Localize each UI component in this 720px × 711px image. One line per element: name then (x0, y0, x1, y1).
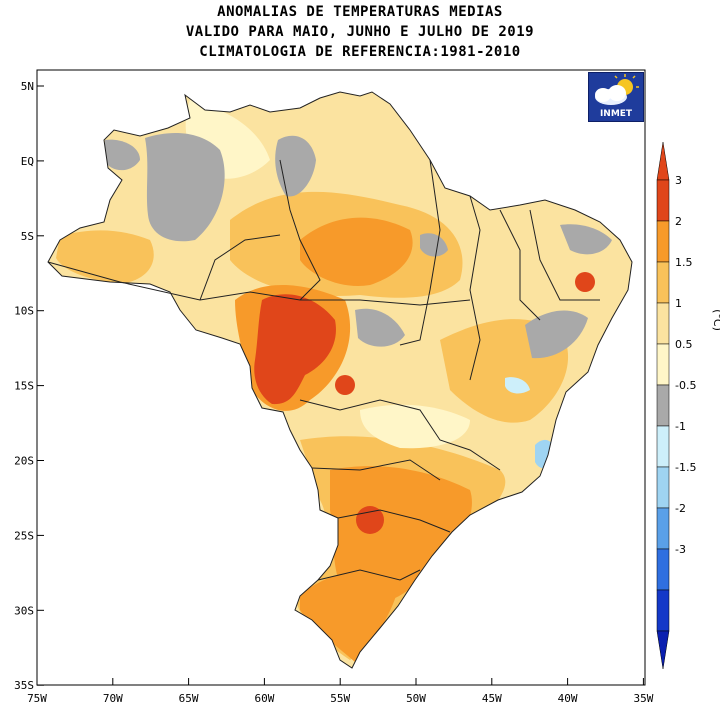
anomaly-zone-pale-center (360, 404, 470, 449)
lat-tick-label: 20S (14, 455, 34, 468)
colorbar-bin (656, 261, 670, 304)
map-title-line-2: VALIDO PARA MAIO, JUNHO E JULHO DE 2019 (185, 24, 535, 40)
political-borders (47, 91, 633, 669)
colorbar-bottom-arrow (656, 630, 670, 670)
colorbar-bin (656, 466, 670, 509)
colorbar-tick-label: -0.5 (675, 379, 696, 392)
lon-tick-label: 70W (103, 692, 123, 705)
colorbar-bin (656, 220, 670, 263)
inmet-logo: INMET (588, 72, 644, 122)
state-border-5 (299, 399, 501, 471)
lon-tick-label: 65W (179, 692, 199, 705)
lon-tick-label: 45W (482, 692, 502, 705)
colorbar-unit: (°C) (711, 309, 720, 331)
anomaly-zone-orange-rs (300, 571, 400, 662)
state-border-10 (499, 209, 541, 321)
lon-tick-label: 55W (330, 692, 350, 705)
anomaly-zone-orange-south-deep (330, 466, 472, 604)
colorbar-bin (656, 548, 670, 591)
lat-tick-label: 25S (14, 529, 34, 542)
lat-tick-label: 35S (14, 679, 34, 692)
state-border-7 (337, 509, 451, 533)
colorbar-bin (656, 384, 670, 427)
longitude-axis: 75W 70W 65W 60W 55W 50W 45W 40W 35W (27, 678, 654, 705)
logo-label: INMET (599, 109, 633, 119)
state-border-9 (529, 209, 600, 301)
lat-tick-label: 30S (14, 604, 34, 617)
colorbar-tick-label: 0.5 (675, 338, 693, 351)
lat-tick-label: 15S (14, 380, 34, 393)
map-title-line-1: ANOMALIAS DE TEMPERATURAS MEDIAS (217, 4, 503, 20)
colorbar-tick-label: -1 (675, 420, 686, 433)
anomaly-zone-gray-roraima (275, 135, 316, 197)
state-border-1 (47, 261, 471, 306)
anomaly-zone-gray-northwest (104, 139, 140, 171)
colorbar-tick-label: -3 (675, 543, 686, 556)
state-border-8 (317, 569, 421, 581)
colorbar-bin (656, 507, 670, 550)
latitude-axis: 5N EQ 5S 10S 15S 20S 25S 30S 35S (14, 80, 44, 692)
colorbar-tick-label: 1.5 (675, 256, 693, 269)
anomaly-zone-red-mt (254, 294, 336, 405)
colorbar-tick-label: 2 (675, 215, 682, 228)
anomaly-zone-orange-amazon (300, 217, 413, 286)
colorbar-bin (656, 343, 670, 386)
colorbar: 3 2 1.5 1 0.5 -0.5 -1 -1.5 -2 -3 (656, 141, 696, 670)
lon-tick-label: 75W (27, 692, 47, 705)
state-border-11 (199, 234, 281, 301)
state-border-6 (311, 459, 441, 481)
anomaly-zone-blue-ba (505, 377, 530, 394)
colorbar-tick-label: -2 (675, 502, 686, 515)
anomaly-zone-gray-para (420, 233, 448, 257)
colorbar-bin (656, 302, 670, 345)
colorbar-top-arrow (656, 141, 670, 181)
colorbar-tick-label: 3 (675, 174, 682, 187)
lat-tick-label: 5S (21, 230, 34, 243)
anomaly-spot-red-go (335, 375, 355, 395)
lat-tick-label: 5N (21, 80, 34, 93)
colorbar-tick-label: -1.5 (675, 461, 696, 474)
anomaly-zone-gray-amazon-nw (145, 133, 225, 242)
cloud-sun-icon (595, 74, 639, 105)
map-title-line-3: CLIMATOLOGIA DE REFERENCIA:1981-2010 (199, 44, 521, 60)
colorbar-bin (656, 589, 670, 632)
state-border-2 (279, 159, 321, 301)
lon-tick-label: 60W (254, 692, 274, 705)
anomaly-zone-gray-bahia (525, 310, 588, 359)
lat-tick-label: 10S (14, 305, 34, 318)
anomaly-zone-gray-tocantins (355, 308, 405, 347)
state-border-3 (399, 159, 441, 346)
anomaly-zone-gray-northeast (560, 224, 612, 255)
colorbar-bin (656, 179, 670, 222)
colorbar-tick-label: 1 (675, 297, 682, 310)
anomaly-spot-red-ne (575, 272, 595, 292)
lon-tick-label: 40W (558, 692, 578, 705)
lat-tick-label: EQ (21, 155, 34, 168)
lon-tick-label: 35W (633, 692, 653, 705)
lon-tick-label: 50W (406, 692, 426, 705)
state-border-4 (469, 195, 481, 381)
colorbar-bin (656, 425, 670, 468)
